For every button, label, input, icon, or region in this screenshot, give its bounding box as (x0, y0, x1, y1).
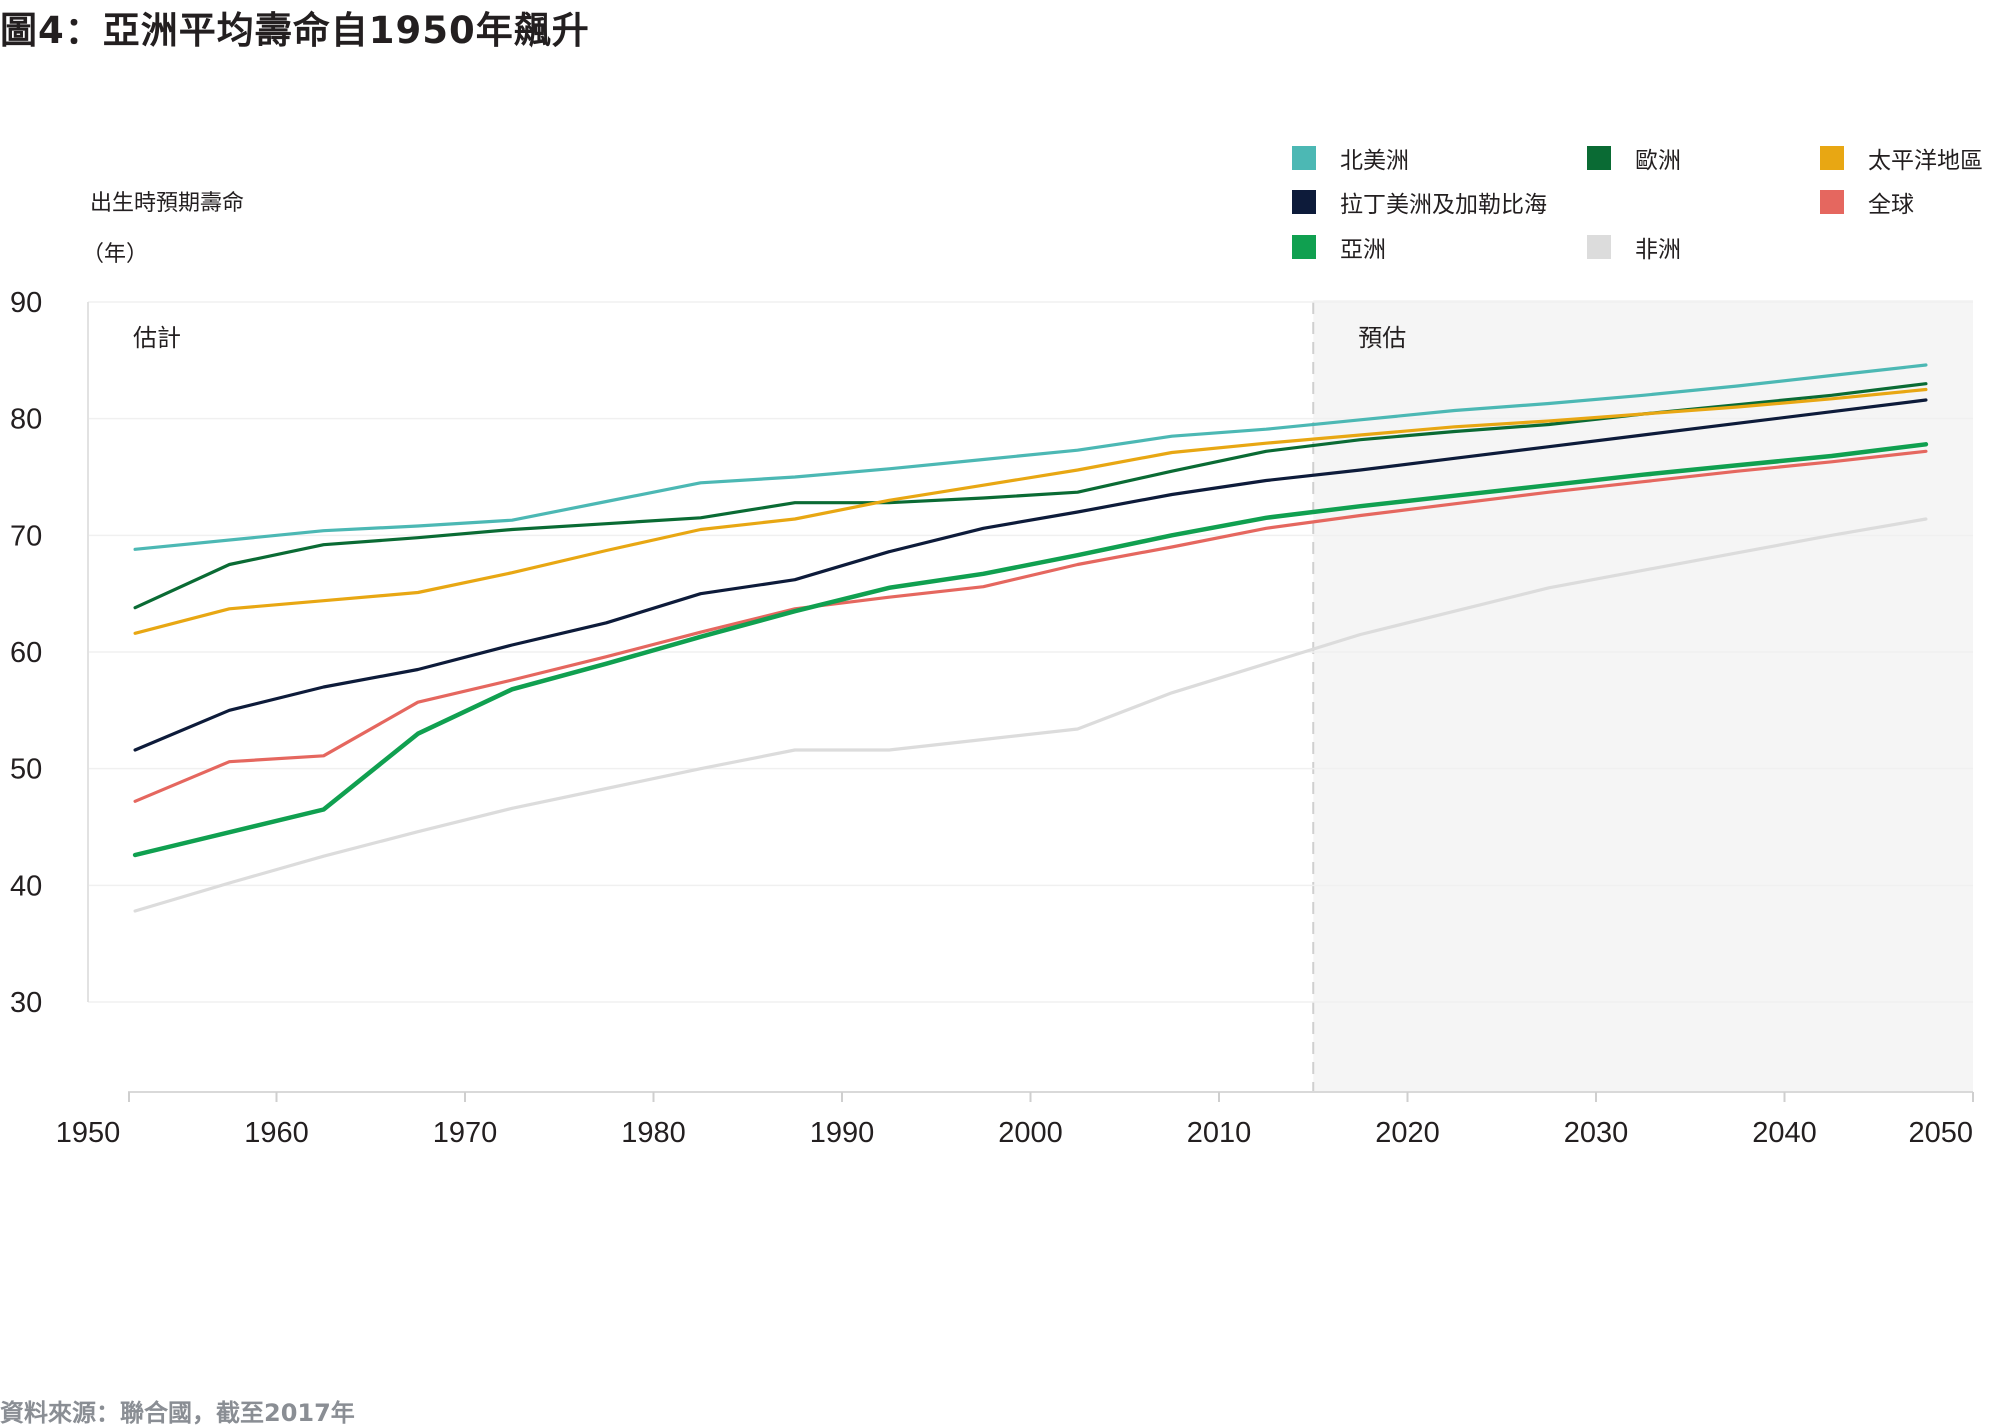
x-tick-label: 2000 (998, 1117, 1063, 1149)
legend-label: 亞洲 (1340, 237, 1386, 263)
x-tick-label: 1950 (56, 1117, 121, 1149)
y-tick-label: 70 (10, 520, 42, 552)
x-tick-label: 1960 (244, 1117, 309, 1149)
y-tick-label: 80 (10, 404, 42, 436)
projection-region (1313, 300, 1973, 1092)
legend-label: 太平洋地區 (1868, 148, 1983, 174)
x-tick-label: 2010 (1187, 1117, 1252, 1149)
series-line (133, 449, 1928, 803)
legend-item: 拉丁美洲及加勒比海 (1292, 187, 1547, 218)
x-tick-label: 1980 (621, 1117, 686, 1149)
legend-item: 北美洲 (1292, 143, 1409, 174)
legend-label: 非洲 (1635, 237, 1681, 263)
y-tick-label: 30 (10, 987, 42, 1019)
series-line (133, 398, 1928, 752)
x-tick-label: 1970 (433, 1117, 498, 1149)
y-tick-label: 50 (10, 754, 42, 786)
legend-swatch (1292, 235, 1316, 259)
legend-item: 歐洲 (1587, 143, 1681, 174)
legend-item: 亞洲 (1292, 232, 1386, 263)
legend-item: 全球 (1820, 187, 1914, 218)
source-note: 資料來源：聯合國，截至2017年 (0, 1399, 355, 1427)
legend-label: 歐洲 (1635, 148, 1681, 174)
x-tick-label: 1990 (810, 1117, 875, 1149)
series-line (132, 442, 1929, 858)
legend-label: 拉丁美洲及加勒比海 (1340, 192, 1547, 218)
legend-swatch (1820, 190, 1844, 214)
legend-swatch (1587, 235, 1611, 259)
series-line (133, 387, 1928, 635)
x-tick-label: 2040 (1752, 1117, 1817, 1149)
legend-label: 全球 (1868, 192, 1914, 218)
legend-swatch (1587, 146, 1611, 170)
legend-label: 北美洲 (1340, 148, 1409, 174)
x-tick-label: 2050 (1908, 1117, 1973, 1149)
region-label: 預估 (1358, 325, 1406, 352)
x-tick-label: 2030 (1564, 1117, 1629, 1149)
legend-item: 太平洋地區 (1820, 143, 1983, 174)
y-tick-label: 40 (10, 870, 42, 902)
x-tick-label: 2020 (1375, 1117, 1440, 1149)
y-axis-unit: （年） (82, 242, 149, 267)
legend-swatch (1820, 146, 1844, 170)
region-label: 估計 (133, 325, 181, 352)
legend: 北美洲 歐洲 太平洋地區拉丁美洲及加勒比海 全球亞洲 非洲 (0, 0, 2003, 280)
legend-item: 非洲 (1587, 232, 1681, 263)
chart-title: 圖4：亞洲平均壽命自1950年飆升 (0, 9, 590, 52)
y-axis-label: 出生時預期壽命 (90, 191, 245, 216)
y-tick-label: 60 (10, 637, 42, 669)
series-line (133, 363, 1928, 551)
series-line (133, 517, 1928, 913)
y-tick-label: 90 (10, 287, 42, 319)
legend-swatch (1292, 190, 1316, 214)
legend-swatch (1292, 146, 1316, 170)
